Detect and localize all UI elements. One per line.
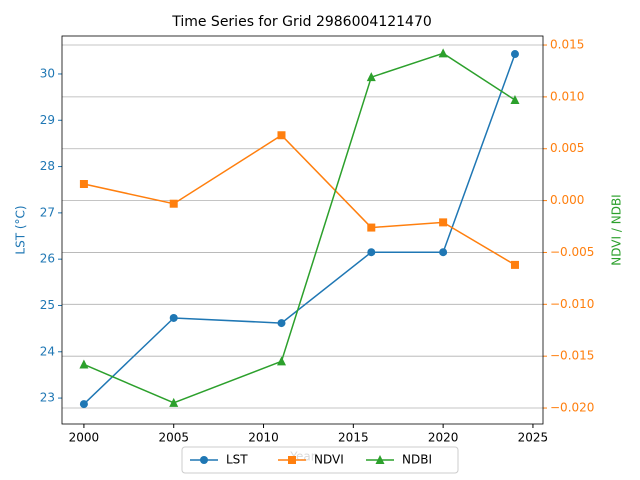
y-tick-label: 26 bbox=[40, 252, 55, 266]
marker bbox=[276, 356, 286, 366]
y2-tick-label: 0.000 bbox=[550, 193, 584, 207]
marker bbox=[277, 319, 286, 328]
legend-label: LST bbox=[226, 453, 248, 467]
marker bbox=[367, 223, 376, 232]
marker bbox=[375, 455, 385, 464]
series-line bbox=[83, 134, 516, 266]
marker bbox=[79, 400, 88, 409]
marker bbox=[169, 313, 178, 322]
chart-title: Time Series for Grid 2986004121470 bbox=[171, 14, 432, 30]
marker bbox=[510, 94, 520, 104]
y-tick-label: 27 bbox=[40, 205, 55, 219]
marker bbox=[200, 456, 208, 464]
y-tick-label: 24 bbox=[40, 344, 55, 358]
x-tick-label: 2020 bbox=[428, 431, 459, 445]
y2-tick-label: 0.010 bbox=[550, 89, 584, 103]
y2-axis-label: NDVI / NDBI bbox=[610, 194, 624, 265]
y-tick-label: 23 bbox=[40, 391, 55, 405]
y2-tick-label: −0.020 bbox=[550, 401, 594, 415]
y2-tick-label: 0.005 bbox=[550, 141, 584, 155]
x-tick-label: 2025 bbox=[518, 431, 549, 445]
series-line bbox=[83, 52, 516, 404]
y-tick-label: 30 bbox=[40, 66, 55, 80]
marker bbox=[439, 248, 448, 257]
legend-label: NDBI bbox=[402, 453, 432, 467]
y2-tick-label: −0.010 bbox=[550, 297, 594, 311]
y-tick-label: 28 bbox=[40, 159, 55, 173]
x-tick-label: 2005 bbox=[158, 431, 189, 445]
plot-frame bbox=[61, 35, 544, 425]
x-tick-label: 2000 bbox=[69, 431, 100, 445]
marker bbox=[169, 199, 178, 208]
x-tick-label: 2010 bbox=[248, 431, 279, 445]
y-tick-label: 25 bbox=[40, 298, 55, 312]
y2-tick-label: 0.015 bbox=[550, 38, 584, 52]
marker bbox=[367, 248, 376, 257]
x-tick-label: 2015 bbox=[338, 431, 369, 445]
legend-label: NDVI bbox=[314, 453, 344, 467]
marker bbox=[288, 456, 296, 464]
marker bbox=[277, 131, 286, 140]
marker bbox=[366, 72, 376, 82]
marker bbox=[169, 397, 179, 407]
marker bbox=[438, 48, 448, 58]
series-line bbox=[83, 53, 516, 405]
y2-tick-label: −0.005 bbox=[550, 245, 594, 259]
marker bbox=[79, 359, 89, 369]
y-axis-label: LST (°C) bbox=[14, 205, 28, 254]
marker bbox=[510, 50, 519, 59]
marker bbox=[79, 180, 88, 189]
marker bbox=[510, 260, 519, 269]
y2-tick-label: −0.015 bbox=[550, 349, 594, 363]
y-tick-label: 29 bbox=[40, 113, 55, 127]
legend-box bbox=[181, 446, 459, 474]
marker bbox=[439, 218, 448, 227]
